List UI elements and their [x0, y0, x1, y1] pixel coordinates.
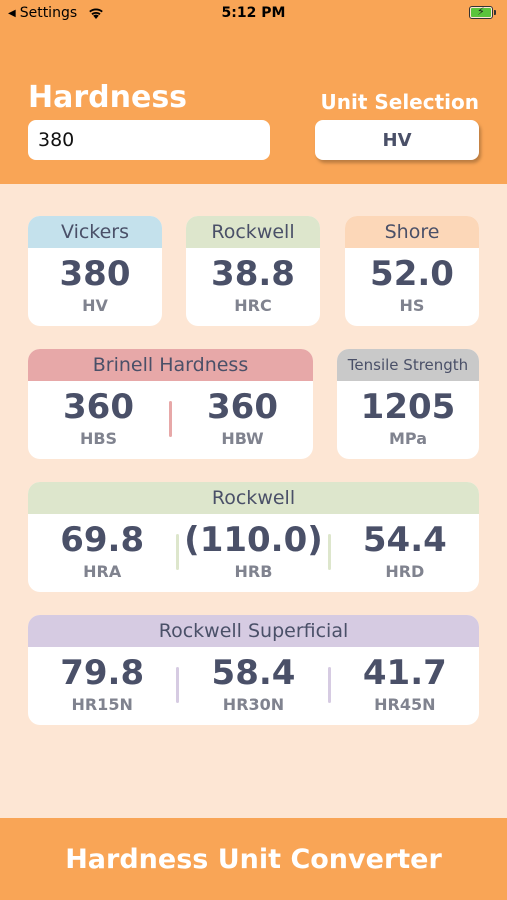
divider — [327, 534, 331, 570]
rockwell-hra-value: 69.8 — [60, 520, 145, 560]
wifi-icon — [89, 8, 103, 19]
rockwell-superficial-title: Rockwell Superficial — [28, 615, 479, 647]
hr30n-unit: HR30N — [222, 695, 285, 714]
rockwell-title: Rockwell — [28, 482, 479, 514]
rockwell-hrd-unit: HRD — [385, 562, 425, 581]
shore-title: Shore — [345, 216, 479, 248]
battery-icon: ⚡ — [469, 5, 496, 19]
brinell-card: Brinell Hardness 360 HBS 360 HBW — [28, 349, 313, 459]
shore-card: Shore 52.0 HS — [345, 216, 479, 326]
rockwell-superficial-card: Rockwell Superficial 79.8 HR15N 58.4 HR3… — [28, 615, 479, 725]
divider — [169, 401, 172, 437]
status-bar: ◀ Settings 5:12 PM ⚡ — [0, 0, 507, 28]
brinell-title: Brinell Hardness — [28, 349, 313, 381]
page-title: Hardness — [28, 80, 188, 115]
brinell-hbs-value: 360 — [63, 387, 134, 427]
rockwell-hrb-unit: HRB — [234, 562, 273, 581]
rockwell-hrd-value: 54.4 — [362, 520, 447, 560]
hr45n-value: 41.7 — [362, 653, 447, 693]
rockwell-c-unit: HRC — [234, 296, 272, 315]
divider — [327, 667, 331, 703]
shore-value: 52.0 — [370, 254, 454, 294]
tensile-card: Tensile Strength 1205 MPa — [337, 349, 479, 459]
divider — [176, 667, 180, 703]
vickers-unit: HV — [82, 296, 108, 315]
rockwell-hrb-value: (110.0) — [184, 520, 323, 560]
tensile-value: 1205 — [360, 387, 456, 427]
tensile-unit: MPa — [388, 429, 427, 448]
rockwell-c-value: 38.8 — [211, 254, 295, 294]
brinell-hbw-unit: HBW — [221, 429, 264, 448]
shore-unit: HS — [399, 296, 425, 315]
rockwell-hra-unit: HRA — [83, 562, 122, 581]
hardness-input[interactable]: 380 — [28, 120, 270, 160]
vickers-title: Vickers — [28, 216, 162, 248]
hr45n-unit: HR45N — [374, 695, 436, 714]
hr30n-value: 58.4 — [211, 653, 296, 693]
back-arrow-icon: ◀ — [8, 7, 16, 19]
hr15n-value: 79.8 — [60, 653, 145, 693]
back-label: Settings — [19, 5, 78, 21]
vickers-card: Vickers 380 HV — [28, 216, 162, 326]
rockwell-c-card: Rockwell 38.8 HRC — [186, 216, 320, 326]
rockwell-c-title: Rockwell — [186, 216, 320, 248]
brinell-hbw-value: 360 — [207, 387, 278, 427]
divider — [176, 534, 180, 570]
unit-selection-button[interactable]: HV — [315, 120, 479, 160]
vickers-value: 380 — [59, 254, 131, 294]
tensile-title: Tensile Strength — [337, 349, 479, 381]
hr15n-unit: HR15N — [71, 695, 133, 714]
unit-selection-label: Unit Selection — [320, 90, 480, 114]
status-time: 5:12 PM — [221, 5, 286, 21]
back-to-settings[interactable]: ◀ Settings — [8, 5, 105, 21]
footer-title: Hardness Unit Converter — [0, 818, 507, 900]
rockwell-card: Rockwell 69.8 HRA (110.0) HRB 54.4 HRD — [28, 482, 479, 592]
brinell-hbs-unit: HBS — [79, 429, 118, 448]
